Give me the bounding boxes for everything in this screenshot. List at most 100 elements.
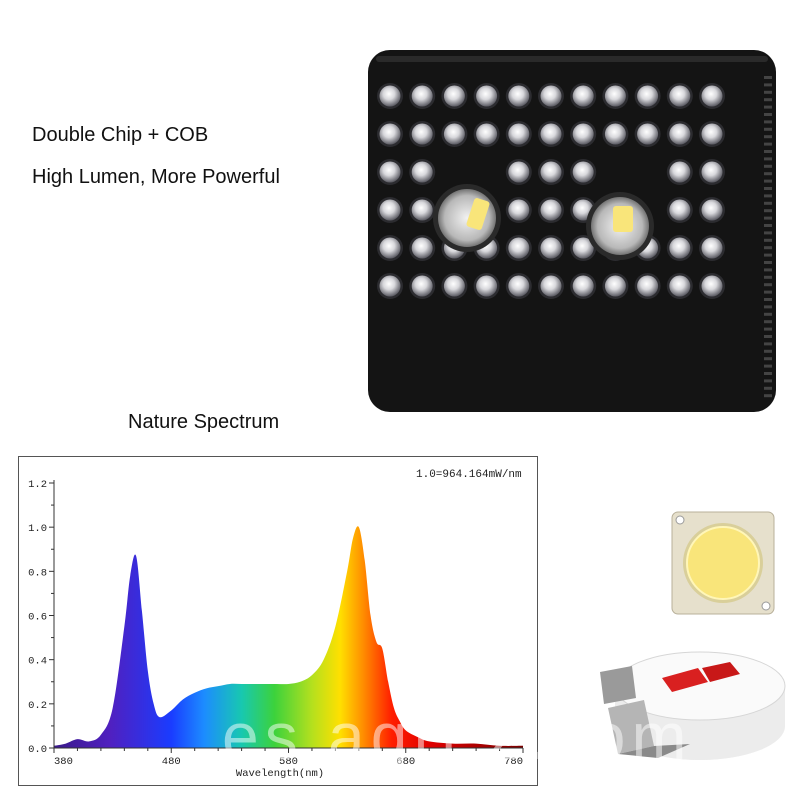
vent-slot bbox=[764, 120, 772, 124]
led-diode bbox=[570, 273, 597, 299]
vent-slot bbox=[764, 320, 772, 324]
spectrum-chart: 1.0=964.164mW/nm 380 480 580 680 780 0.0 0.2 0… bbox=[18, 456, 538, 786]
led-diode bbox=[699, 273, 725, 299]
led-diode bbox=[409, 197, 436, 223]
x-tick-label: 480 bbox=[162, 756, 181, 768]
vent-slot bbox=[764, 224, 772, 227]
led-diode bbox=[666, 159, 693, 185]
led-diode bbox=[570, 83, 597, 109]
led-diode bbox=[666, 273, 693, 299]
vent-slot bbox=[764, 164, 772, 168]
led-diode bbox=[634, 121, 661, 147]
led-diode bbox=[505, 197, 532, 223]
led-diode bbox=[602, 121, 629, 147]
vent-slot bbox=[764, 105, 772, 109]
led-diode bbox=[441, 273, 468, 299]
grow-light-panel-image bbox=[368, 50, 776, 412]
headline-line-1: Double Chip + COB bbox=[32, 124, 209, 146]
vent-slot bbox=[764, 253, 772, 257]
vent-slot bbox=[764, 364, 772, 368]
led-diode bbox=[602, 273, 629, 299]
chart-annotation: 1.0=964.164mW/nm bbox=[416, 469, 522, 481]
spectrum-area bbox=[54, 526, 523, 748]
vent-slot bbox=[764, 312, 772, 316]
x-tick-label: 380 bbox=[54, 756, 73, 768]
led-diode bbox=[602, 83, 629, 109]
vent-slot bbox=[764, 150, 772, 153]
led-diode bbox=[570, 235, 597, 261]
led-diode bbox=[699, 235, 725, 261]
led-diode bbox=[538, 235, 564, 261]
cob-chip-image bbox=[671, 511, 775, 615]
led-diode bbox=[666, 83, 693, 109]
vent-slot bbox=[764, 172, 772, 176]
led-diode bbox=[538, 159, 564, 185]
vent-slot bbox=[764, 209, 772, 213]
led-diode bbox=[409, 235, 436, 261]
led-diode bbox=[377, 273, 403, 299]
led-diode bbox=[409, 121, 436, 147]
vent-slot bbox=[764, 342, 772, 346]
led-diode bbox=[505, 121, 532, 147]
led-diode bbox=[538, 83, 564, 109]
vent-slot bbox=[764, 76, 772, 79]
vent-slot bbox=[764, 201, 772, 205]
vent-slot bbox=[764, 305, 772, 309]
vent-slot bbox=[764, 135, 772, 139]
led-diode bbox=[409, 83, 436, 109]
led-diode bbox=[377, 83, 403, 109]
led-diode bbox=[473, 121, 500, 147]
vent-slot bbox=[764, 246, 772, 250]
vent-slot bbox=[764, 98, 772, 102]
vent-slot bbox=[764, 194, 772, 198]
led-diode bbox=[441, 121, 468, 147]
cob-lens-right bbox=[586, 192, 654, 260]
vent-slot bbox=[764, 157, 772, 161]
led-diode bbox=[377, 121, 403, 147]
vent-slot bbox=[764, 379, 772, 383]
led-diode bbox=[505, 159, 532, 185]
vent-slot bbox=[764, 283, 772, 287]
y-tick-label: 1.2 bbox=[28, 479, 47, 491]
led-diode bbox=[570, 159, 597, 185]
vent-slot bbox=[764, 113, 772, 116]
led-diode bbox=[570, 121, 597, 147]
led-diode bbox=[377, 235, 403, 261]
led-diode bbox=[377, 197, 403, 223]
vent-slot bbox=[764, 394, 772, 398]
vent-slot bbox=[764, 238, 772, 242]
vent-slot bbox=[764, 90, 772, 94]
x-tick-label: 680 bbox=[396, 756, 415, 768]
led-diode bbox=[634, 83, 661, 109]
led-diode bbox=[699, 83, 725, 109]
vent-slot bbox=[764, 261, 772, 264]
led-diode bbox=[538, 121, 564, 147]
led-diode bbox=[666, 197, 693, 223]
vent-slot bbox=[764, 335, 772, 338]
y-tick-label: 0.6 bbox=[28, 612, 47, 624]
led-diode bbox=[505, 235, 532, 261]
vent-slot bbox=[764, 83, 772, 87]
led-diode bbox=[409, 159, 436, 185]
vent-slot bbox=[764, 127, 772, 131]
x-axis-label: Wavelength(nm) bbox=[236, 768, 324, 780]
led-diode bbox=[699, 121, 725, 147]
led-diode bbox=[538, 273, 564, 299]
led-diode bbox=[666, 121, 693, 147]
led-diode bbox=[377, 159, 403, 185]
y-tick-label: 0.8 bbox=[28, 567, 47, 579]
led-diode bbox=[699, 197, 725, 223]
headline-line-2: High Lumen, More Powerful bbox=[32, 166, 280, 188]
led-module-image bbox=[600, 651, 786, 760]
led-diode bbox=[505, 83, 532, 109]
y-tick-label: 0.0 bbox=[28, 744, 47, 756]
led-diode bbox=[505, 273, 532, 299]
vent-slot bbox=[764, 231, 772, 235]
y-tick-label: 0.4 bbox=[28, 656, 47, 668]
vent-slot bbox=[764, 327, 772, 331]
led-diode bbox=[634, 273, 661, 299]
vent-slot bbox=[764, 290, 772, 294]
vent-slot bbox=[764, 142, 772, 146]
led-diode bbox=[538, 197, 564, 223]
watermark: es.agri.z.com bbox=[222, 699, 693, 773]
